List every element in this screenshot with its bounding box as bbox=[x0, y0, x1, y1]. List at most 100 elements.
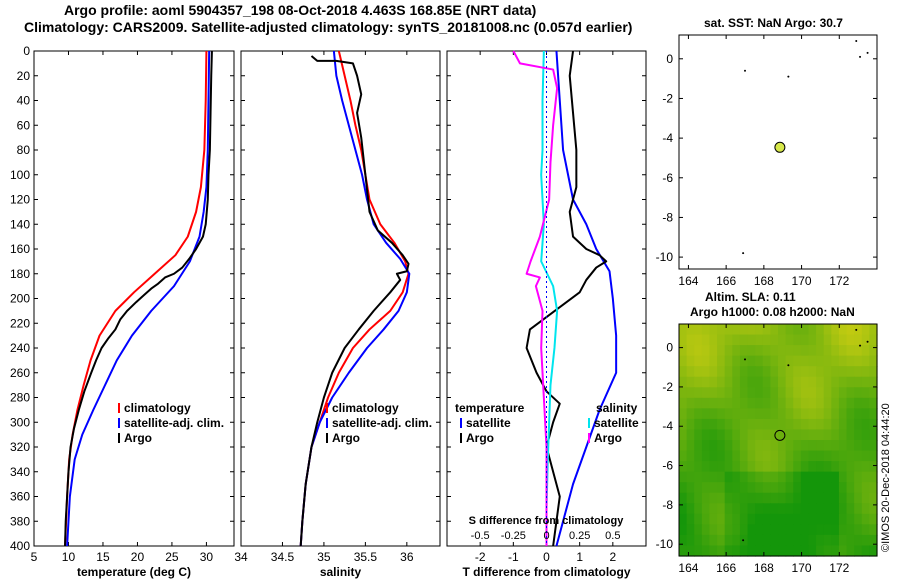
heatmap-cell bbox=[709, 482, 718, 494]
x-tick-label: 36 bbox=[400, 550, 414, 564]
y-tick-label: 20 bbox=[17, 69, 31, 83]
heatmap-cell bbox=[694, 461, 703, 473]
heatmap-cell bbox=[861, 324, 870, 336]
heatmap-cell bbox=[732, 513, 741, 525]
heatmap-cell bbox=[793, 524, 802, 536]
heatmap-cell bbox=[838, 418, 848, 431]
heatmap-cell bbox=[816, 534, 825, 547]
heatmap-cell bbox=[854, 355, 863, 367]
heatmap-cell bbox=[724, 397, 733, 409]
heatmap-cell bbox=[778, 513, 787, 525]
heatmap-cell bbox=[724, 429, 733, 441]
heatmap-cell bbox=[717, 366, 726, 378]
heatmap-cell bbox=[679, 345, 688, 357]
heatmap-cell bbox=[800, 545, 810, 557]
map-y-tick-label: -6 bbox=[662, 171, 673, 185]
heatmap-cell bbox=[709, 534, 718, 547]
heatmap-cell bbox=[854, 397, 863, 409]
heatmap-cell bbox=[717, 545, 726, 557]
heatmap-cell bbox=[816, 408, 825, 420]
heatmap-cell bbox=[846, 324, 855, 336]
heatmap-cell bbox=[861, 534, 870, 547]
top-tick-label: -0.25 bbox=[501, 530, 526, 542]
heatmap-cell bbox=[770, 492, 779, 504]
map-y-tick-label: -2 bbox=[662, 91, 673, 105]
heatmap-cell bbox=[701, 492, 711, 504]
heatmap-cell bbox=[846, 450, 855, 462]
heatmap-cell bbox=[808, 440, 817, 452]
heatmap-cell bbox=[686, 397, 695, 409]
heatmap-cell bbox=[701, 503, 711, 515]
heatmap-cell bbox=[770, 397, 779, 409]
map-x-tick-label: 170 bbox=[792, 561, 812, 575]
heatmap-cell bbox=[732, 482, 741, 494]
heatmap-cell bbox=[846, 524, 855, 536]
heatmap-cell bbox=[770, 450, 779, 462]
map-x-tick-label: 168 bbox=[754, 274, 774, 288]
map-y-tick-label: -10 bbox=[656, 537, 674, 551]
heatmap-cell bbox=[747, 334, 756, 346]
heatmap-cell bbox=[800, 355, 810, 367]
heatmap-cell bbox=[694, 397, 703, 409]
top-tick-label: 0 bbox=[543, 530, 549, 542]
heatmap-cell bbox=[755, 387, 764, 399]
heatmap-cell bbox=[785, 482, 794, 494]
heatmap-cell bbox=[793, 492, 802, 504]
heatmap-cell bbox=[785, 534, 794, 547]
heatmap-cell bbox=[778, 450, 787, 462]
heatmap-cell bbox=[739, 366, 749, 378]
heatmap-cell bbox=[679, 355, 688, 367]
heatmap-cell bbox=[785, 345, 794, 357]
series-line-satellite-adj-clim- bbox=[299, 50, 411, 547]
panel-frame-salinity bbox=[240, 50, 441, 547]
heatmap-cell bbox=[854, 429, 863, 441]
heatmap-cell bbox=[793, 366, 802, 378]
island-dot bbox=[866, 51, 869, 54]
heatmap-cell bbox=[739, 324, 749, 336]
heatmap-cell bbox=[724, 482, 733, 494]
heatmap-cell bbox=[838, 387, 848, 399]
heatmap-cell bbox=[808, 366, 817, 378]
heatmap-cell bbox=[869, 524, 878, 536]
heatmap-cell bbox=[785, 440, 794, 452]
top-tick-label: 0.5 bbox=[605, 530, 620, 542]
y-tick-label: 220 bbox=[10, 316, 30, 330]
heatmap-cell bbox=[854, 492, 863, 504]
heatmap-cell bbox=[747, 545, 756, 557]
heatmap-cell bbox=[838, 503, 848, 515]
island-dot bbox=[859, 344, 862, 347]
heatmap-cell bbox=[686, 376, 695, 388]
heatmap-cell bbox=[778, 366, 787, 378]
heatmap-cell bbox=[808, 471, 817, 483]
heatmap-cell bbox=[694, 387, 703, 399]
heatmap-cell bbox=[739, 503, 749, 515]
heatmap-cell bbox=[831, 534, 840, 547]
heatmap-cell bbox=[679, 408, 688, 420]
heatmap-cell bbox=[770, 366, 779, 378]
heatmap-cell bbox=[778, 524, 787, 536]
heatmap-cell bbox=[739, 524, 749, 536]
x-tick-label: 20 bbox=[131, 550, 145, 564]
heatmap-cell bbox=[778, 334, 787, 346]
heatmap-cell bbox=[686, 334, 695, 346]
heatmap-cell bbox=[709, 334, 718, 346]
x-tick-label: 15 bbox=[96, 550, 110, 564]
map-frame-sla_map bbox=[678, 323, 878, 557]
heatmap-cell bbox=[739, 471, 749, 483]
heatmap-cell bbox=[739, 408, 749, 420]
heatmap-cell bbox=[770, 513, 779, 525]
heatmap-cell bbox=[861, 524, 870, 536]
heatmap-cell bbox=[808, 492, 817, 504]
heatmap-cell bbox=[816, 492, 825, 504]
heatmap-cell bbox=[762, 513, 771, 525]
heatmap-cell bbox=[717, 513, 726, 525]
heatmap-cell bbox=[808, 324, 817, 336]
heatmap-cell bbox=[808, 387, 817, 399]
heatmap-cell bbox=[823, 534, 832, 547]
heatmap-cell bbox=[694, 440, 703, 452]
heatmap-cell bbox=[816, 418, 825, 431]
heatmap-cell bbox=[739, 440, 749, 452]
x-tick-label: -2 bbox=[475, 550, 486, 564]
heatmap-cell bbox=[846, 534, 855, 547]
heatmap-cell bbox=[686, 524, 695, 536]
